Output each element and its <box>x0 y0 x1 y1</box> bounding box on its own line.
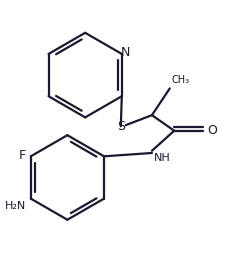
Text: CH₃: CH₃ <box>172 75 190 85</box>
Text: H₂N: H₂N <box>5 201 26 211</box>
Text: NH: NH <box>154 153 171 163</box>
Text: O: O <box>207 124 217 137</box>
Text: F: F <box>19 149 26 162</box>
Text: S: S <box>117 120 125 133</box>
Text: N: N <box>121 46 130 59</box>
